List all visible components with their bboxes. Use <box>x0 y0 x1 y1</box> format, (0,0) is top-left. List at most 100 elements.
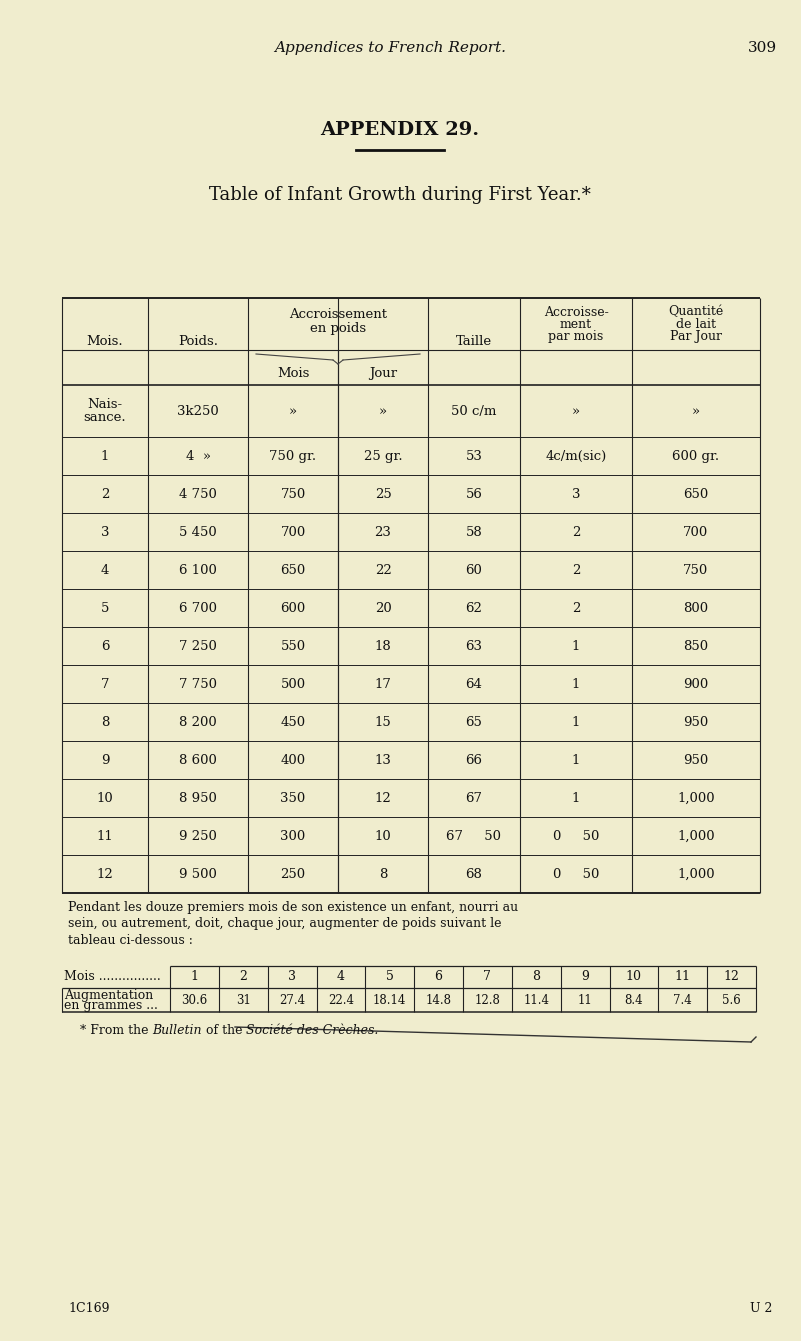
Text: 300: 300 <box>280 830 306 842</box>
Text: 8.4: 8.4 <box>625 994 643 1007</box>
Text: Augmentation: Augmentation <box>64 988 153 1002</box>
Text: Mois: Mois <box>277 367 309 380</box>
Text: 450: 450 <box>280 716 305 728</box>
Text: 550: 550 <box>280 640 305 653</box>
Text: 7: 7 <box>101 677 109 691</box>
Text: 11.4: 11.4 <box>523 994 549 1007</box>
Text: 309: 309 <box>747 42 776 55</box>
Text: 350: 350 <box>280 791 306 805</box>
Text: 58: 58 <box>465 526 482 539</box>
Text: 1: 1 <box>572 791 580 805</box>
Text: 650: 650 <box>280 563 306 577</box>
Text: 9 500: 9 500 <box>179 868 217 881</box>
Text: 15: 15 <box>375 716 392 728</box>
Text: 6: 6 <box>101 640 109 653</box>
Text: 65: 65 <box>465 716 482 728</box>
Text: 2: 2 <box>239 971 248 983</box>
Text: 5: 5 <box>101 602 109 614</box>
Text: Accroissement: Accroissement <box>289 307 387 320</box>
Text: 2: 2 <box>572 526 580 539</box>
Text: 1: 1 <box>572 716 580 728</box>
Text: 25: 25 <box>375 488 392 500</box>
Text: 800: 800 <box>683 602 709 614</box>
Text: de lait: de lait <box>676 318 716 330</box>
Text: 1C169: 1C169 <box>68 1302 110 1314</box>
Text: Mois ................: Mois ................ <box>64 971 161 983</box>
Text: 9: 9 <box>101 754 109 767</box>
Text: 700: 700 <box>683 526 709 539</box>
Text: Table of Infant Growth during First Year.*: Table of Infant Growth during First Year… <box>209 186 591 204</box>
Text: 1,000: 1,000 <box>677 868 714 881</box>
Text: 3: 3 <box>101 526 109 539</box>
Text: 7: 7 <box>484 971 491 983</box>
Text: 64: 64 <box>465 677 482 691</box>
Text: »: » <box>379 405 387 417</box>
Text: 20: 20 <box>375 602 392 614</box>
Text: 13: 13 <box>375 754 392 767</box>
Text: 12: 12 <box>375 791 392 805</box>
Text: 11: 11 <box>578 994 593 1007</box>
Text: 2: 2 <box>101 488 109 500</box>
Text: 62: 62 <box>465 602 482 614</box>
Text: 8: 8 <box>101 716 109 728</box>
Text: 6 700: 6 700 <box>179 602 217 614</box>
Text: 8: 8 <box>379 868 387 881</box>
Text: 17: 17 <box>375 677 392 691</box>
Text: Nais-: Nais- <box>87 398 123 410</box>
Text: 3: 3 <box>572 488 580 500</box>
Text: 750: 750 <box>280 488 306 500</box>
Text: 3k250: 3k250 <box>177 405 219 417</box>
Text: 3: 3 <box>288 971 296 983</box>
Text: 0     50: 0 50 <box>553 868 599 881</box>
Text: 31: 31 <box>235 994 251 1007</box>
Text: 0     50: 0 50 <box>553 830 599 842</box>
Text: 4: 4 <box>337 971 345 983</box>
Text: Pendant les douze premiers mois de son existence un enfant, nourri au: Pendant les douze premiers mois de son e… <box>68 901 518 913</box>
Text: 5 450: 5 450 <box>179 526 217 539</box>
Text: 4: 4 <box>101 563 109 577</box>
Text: * From the: * From the <box>80 1023 152 1037</box>
Text: 8: 8 <box>532 971 540 983</box>
Text: 250: 250 <box>280 868 305 881</box>
Text: 9 250: 9 250 <box>179 830 217 842</box>
Text: 22.4: 22.4 <box>328 994 354 1007</box>
Text: 850: 850 <box>683 640 709 653</box>
Text: 650: 650 <box>683 488 709 500</box>
Text: par mois: par mois <box>549 330 604 342</box>
Text: of the: of the <box>202 1023 247 1037</box>
Text: 4c/m(sic): 4c/m(sic) <box>545 449 606 463</box>
Text: 4  »: 4 » <box>186 449 211 463</box>
Text: 8 950: 8 950 <box>179 791 217 805</box>
Text: 11: 11 <box>674 971 690 983</box>
Text: 4 750: 4 750 <box>179 488 217 500</box>
Text: 900: 900 <box>683 677 709 691</box>
Text: ment: ment <box>560 318 592 330</box>
Text: 63: 63 <box>465 640 482 653</box>
Text: 750 gr.: 750 gr. <box>269 449 316 463</box>
Text: 1: 1 <box>572 754 580 767</box>
Text: 10: 10 <box>375 830 392 842</box>
Text: 53: 53 <box>465 449 482 463</box>
Text: 1: 1 <box>191 971 199 983</box>
Text: 1,000: 1,000 <box>677 830 714 842</box>
Text: 1: 1 <box>572 677 580 691</box>
Text: Mois.: Mois. <box>87 335 123 349</box>
Text: Taille: Taille <box>456 335 492 349</box>
Text: 2: 2 <box>572 563 580 577</box>
Text: 14.8: 14.8 <box>425 994 452 1007</box>
Text: 700: 700 <box>280 526 306 539</box>
Text: »: » <box>572 405 580 417</box>
Text: 25 gr.: 25 gr. <box>364 449 402 463</box>
Text: 600 gr.: 600 gr. <box>672 449 719 463</box>
Text: 7 750: 7 750 <box>179 677 217 691</box>
Text: 10: 10 <box>626 971 642 983</box>
Text: 60: 60 <box>465 563 482 577</box>
Text: 27.4: 27.4 <box>279 994 305 1007</box>
Text: 12: 12 <box>723 971 739 983</box>
Text: sein, ou autrement, doit, chaque jour, augmenter de poids suivant le: sein, ou autrement, doit, chaque jour, a… <box>68 917 501 931</box>
Text: Accroisse-: Accroisse- <box>544 306 609 319</box>
Text: en poids: en poids <box>310 322 366 334</box>
Text: Jour: Jour <box>369 367 397 380</box>
Text: 67: 67 <box>465 791 482 805</box>
Text: 600: 600 <box>280 602 306 614</box>
